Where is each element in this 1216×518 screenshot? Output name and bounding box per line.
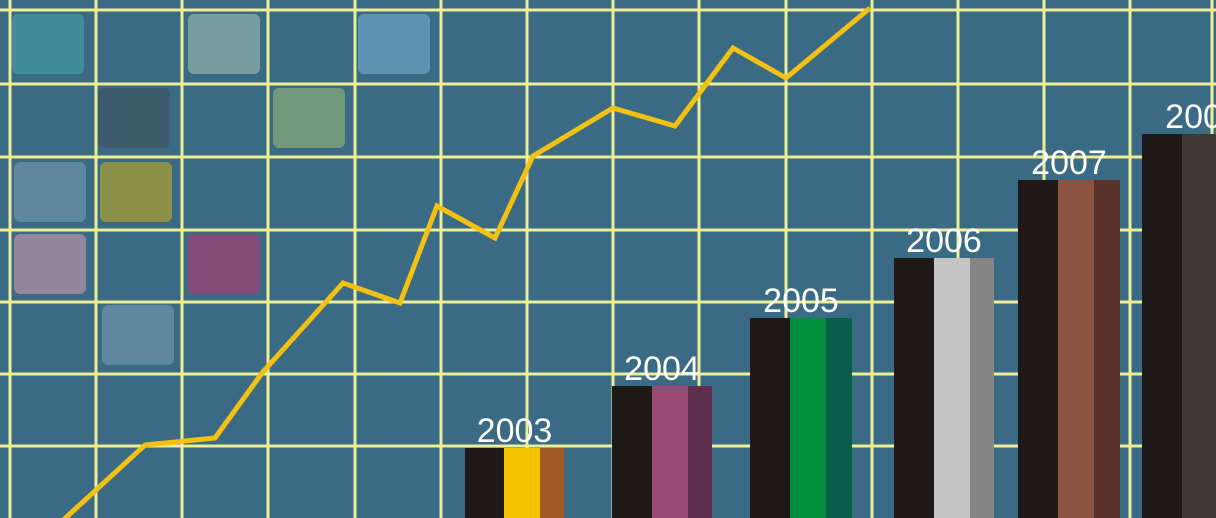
bar-segment-color (1182, 134, 1216, 518)
bar-segment-shade (540, 448, 564, 518)
year-label: 2003 (477, 412, 553, 450)
bar-segment-dark (750, 318, 790, 518)
decorative-tile (358, 14, 430, 74)
bar-2007 (1018, 180, 1120, 518)
bar-segment-shade (826, 318, 852, 518)
bar-2008 (1142, 134, 1216, 518)
decorative-tile (188, 234, 260, 294)
bar-2005 (750, 318, 852, 518)
bar-segment-color (934, 258, 970, 518)
trend-line (61, 6, 872, 518)
bar-segment-dark (612, 386, 652, 518)
bar-segment-color (652, 386, 688, 518)
bar-segment-dark (1018, 180, 1058, 518)
bar-segment-shade (688, 386, 712, 518)
bar-segment-color (504, 448, 540, 518)
bar-segment-shade (970, 258, 994, 518)
bar-segment-dark (465, 448, 504, 518)
decorative-tile (100, 162, 172, 222)
trend-line-layer (61, 6, 872, 518)
bar-2004 (612, 386, 712, 518)
bar-2003 (465, 448, 564, 518)
decorative-tile (98, 88, 170, 148)
bar-segment-shade (1094, 180, 1120, 518)
year-label: 2008 (1165, 98, 1216, 136)
year-label: 2005 (763, 282, 839, 320)
bars-layer (465, 134, 1216, 518)
bar-segment-dark (1142, 134, 1182, 518)
decorative-tiles (12, 14, 430, 365)
decorative-tile (14, 162, 86, 222)
decorative-tile (14, 234, 86, 294)
bar-segment-dark (894, 258, 934, 518)
decorative-tile (273, 88, 345, 148)
bar-segment-color (1058, 180, 1094, 518)
decorative-tile (102, 305, 174, 365)
decorative-tile (12, 14, 84, 74)
year-labels: 2003 2004 2005 2006 2007 2008 (477, 98, 1216, 450)
year-label: 2004 (624, 350, 700, 388)
decorative-tile (188, 14, 260, 74)
year-label: 2007 (1031, 144, 1107, 182)
bar-segment-color (790, 318, 826, 518)
year-label: 2006 (906, 222, 982, 260)
bar-2006 (894, 258, 994, 518)
